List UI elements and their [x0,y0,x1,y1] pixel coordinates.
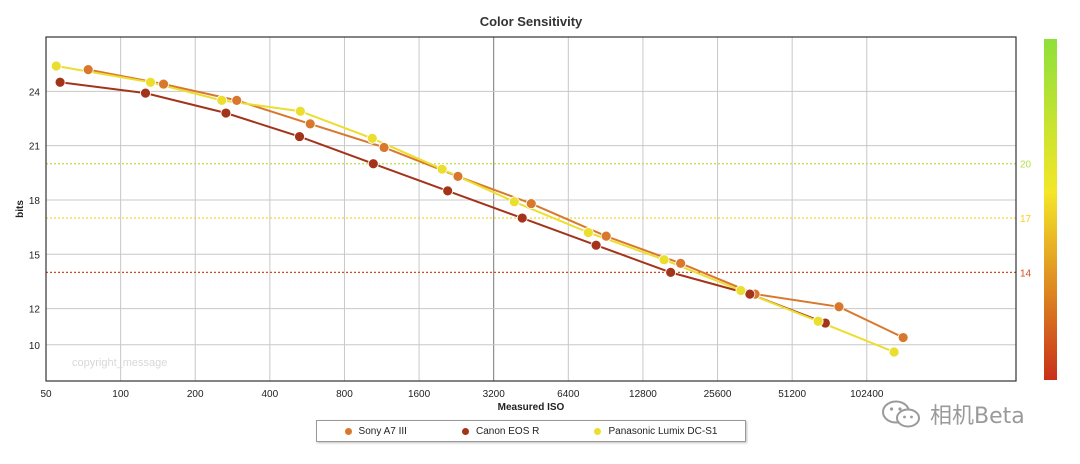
y-tick-label: 21 [29,142,41,153]
x-tick-label: 12800 [629,389,657,400]
y-axis-label: bits [15,200,26,218]
colorbar [1044,39,1057,380]
data-point-canon [442,185,454,197]
data-point-panasonic [50,60,62,72]
chart-title: Color Sensitivity [480,14,583,29]
data-point-sony [231,94,243,106]
data-point-panasonic [735,285,747,296]
data-point-sony [833,301,845,313]
y-axis-ticks: 10 12 15 18 21 24 [29,87,41,351]
y-tick-label: 10 [29,341,41,352]
data-point-sony [158,78,169,90]
legend-marker-panasonic [594,427,602,435]
x-tick-label: 1600 [408,389,431,400]
legend-item-sony[interactable]: Sony A7 III [344,425,407,437]
data-point-sony [452,171,464,182]
data-point-canon [140,87,151,99]
legend-item-canon[interactable]: Canon EOS R [462,426,539,437]
data-point-panasonic [216,94,228,106]
x-tick-label: 3200 [483,389,506,400]
data-point-panasonic [658,254,670,266]
wechat-icon [882,400,920,428]
x-axis-ticks: 50 100 200 400 800 1600 3200 6400 12800 25600 5120… [40,389,883,400]
watermark-text: 相机Beta [930,404,1025,429]
legend-label-sony: Sony A7 III [358,425,407,437]
series-group [50,60,909,358]
data-point-panasonic [812,315,824,327]
data-point-canon [665,266,677,278]
reference-lines: 20 17 14 [46,160,1032,279]
data-point-canon [590,239,602,251]
data-point-canon [54,76,66,88]
data-point-panasonic [888,346,900,358]
data-point-canon [220,107,232,119]
x-tick-label: 102400 [850,389,884,400]
data-point-canon [367,158,379,170]
grid-lines [45,37,1016,381]
data-point-canon [744,288,756,300]
legend-label-panasonic: Panasonic Lumix DC-S1 [608,425,718,437]
legend-label-canon: Canon EOS R [476,425,540,437]
x-tick-label: 100 [112,389,129,400]
x-tick-label: 200 [187,389,204,400]
y-tick-label: 18 [29,196,41,207]
reference-line-label: 14 [1020,268,1032,279]
data-point-sony [675,257,687,269]
data-point-panasonic [366,132,378,144]
x-tick-label: 25600 [704,389,732,400]
watermark: 相机Beta [880,398,1025,430]
data-point-panasonic [508,196,520,208]
y-tick-label: 12 [29,305,41,316]
x-tick-label: 50 [40,389,52,400]
y-tick-label: 24 [29,87,41,98]
x-tick-label: 51200 [778,389,806,400]
data-point-sony [525,198,537,209]
series-line-canon [59,81,826,325]
data-point-sony [378,142,390,153]
series-line-panasonic [56,65,895,353]
data-point-canon [516,212,528,224]
legend: Sony A7 III Canon EOS R Panasonic Lumix … [316,420,746,442]
copyright-text: copyright_message [72,357,167,369]
x-tick-label: 6400 [557,389,580,400]
legend-item-panasonic[interactable]: Panasonic Lumix DC-S1 [594,426,717,437]
reference-line-label: 20 [1020,160,1032,171]
data-point-panasonic [582,227,594,238]
legend-marker-canon [462,427,470,435]
data-point-panasonic [145,76,156,88]
data-point-sony [897,332,909,343]
data-point-panasonic [436,163,448,175]
y-tick-label: 15 [29,250,41,261]
reference-line-label: 17 [1020,214,1032,225]
legend-marker-sony [344,427,352,435]
data-point-panasonic [294,105,306,117]
data-point-canon [294,131,305,142]
data-point-sony [600,230,612,242]
plot-area-border [45,36,1017,382]
data-point-sony [82,64,94,75]
x-axis-label: Measured ISO [498,402,565,413]
x-tick-label: 400 [262,389,279,400]
x-tick-label: 800 [336,389,353,400]
data-point-sony [304,118,316,130]
